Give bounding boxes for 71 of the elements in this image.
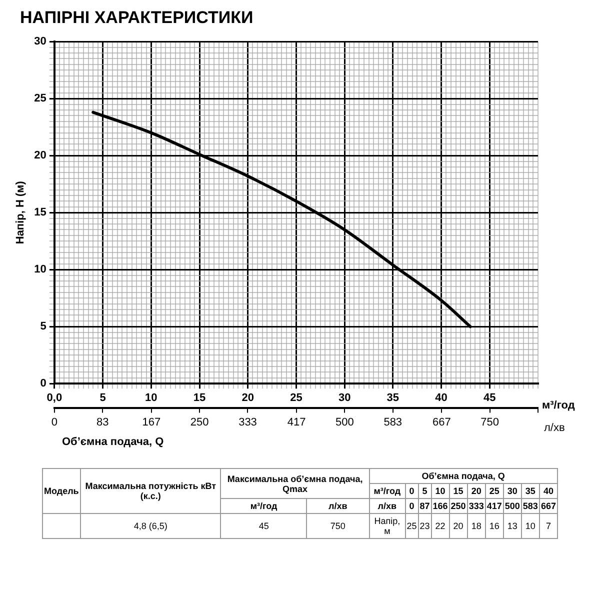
text: 5 xyxy=(418,484,432,498)
text: 750 xyxy=(306,514,370,538)
text: 18 xyxy=(467,514,486,538)
x2-tick-label: 0 xyxy=(51,416,58,428)
x2-tick-label: 83 xyxy=(96,416,109,428)
text: 23 xyxy=(418,514,432,538)
text: 4,8 (6,5) xyxy=(80,514,221,538)
text: л/хв xyxy=(306,498,370,514)
y-tick-label: 25 xyxy=(34,92,46,105)
text: 20 xyxy=(467,484,486,498)
x-tick-label: 25 xyxy=(290,392,302,404)
text: 250 xyxy=(449,498,468,514)
text: 166 xyxy=(431,498,450,514)
x-tick-label: 40 xyxy=(435,392,448,404)
x2-tick-label: 583 xyxy=(384,416,402,428)
text: 667 xyxy=(539,498,558,514)
x2-tick-label: 167 xyxy=(142,416,161,428)
y-tick-label: 10 xyxy=(34,264,46,276)
text: 25 xyxy=(405,514,418,538)
text: 333 xyxy=(467,498,486,514)
x-tick-label: 0,0 xyxy=(46,392,62,404)
x2-axis-title: л/хв xyxy=(544,422,565,434)
text: 25 xyxy=(485,484,504,498)
text: 13 xyxy=(503,514,522,538)
text: 0 xyxy=(405,498,418,514)
text: 87 xyxy=(418,498,432,514)
text: Модель xyxy=(42,468,80,514)
x2-tick-label: 333 xyxy=(238,416,257,428)
x2-tick-label: 250 xyxy=(190,416,209,428)
text: Напір, м xyxy=(369,514,406,538)
y-tick-label: 20 xyxy=(34,150,46,162)
text: 10 xyxy=(521,514,540,538)
text: 0 xyxy=(405,484,418,498)
text: Об’ємна подача, Q xyxy=(369,468,558,484)
y-tick-label: 15 xyxy=(34,206,46,219)
x2-tick-label: 417 xyxy=(287,416,306,428)
text: 20 xyxy=(449,514,468,538)
x-tick-label: 10 xyxy=(145,392,158,404)
text: 7 xyxy=(539,514,558,538)
y-tick-label: 0 xyxy=(40,378,46,390)
x2-tick-label: 500 xyxy=(336,416,354,428)
text: 500 xyxy=(503,498,522,514)
text: 30 xyxy=(503,484,522,498)
x-tick-label: 20 xyxy=(242,392,254,404)
y-tick-label: 5 xyxy=(40,320,46,333)
text: 583 xyxy=(521,498,540,514)
text: 40 xyxy=(539,484,558,498)
y-tick-label: 30 xyxy=(34,36,46,48)
x-tick-label: 45 xyxy=(484,392,496,404)
x-axis-title: м³/год xyxy=(542,400,575,412)
text: л/хв xyxy=(369,498,406,514)
text: 15 xyxy=(449,484,468,498)
x2-tick-label: 667 xyxy=(432,416,451,428)
text: Максимальна потужність кВт (к.с.) xyxy=(80,468,221,514)
x-tick-label: 30 xyxy=(338,392,351,404)
text: 417 xyxy=(485,498,504,514)
x-tick-label: 35 xyxy=(386,392,400,404)
text: м³/год xyxy=(220,498,307,514)
text: 35 xyxy=(521,484,540,498)
y-axis-title: Напір, Н (м) xyxy=(14,180,27,244)
x2-tick-label: 750 xyxy=(480,416,499,428)
text: Об’ємна подача, Q xyxy=(62,436,164,448)
chart-title: НАПІРНІ ХАРАКТЕРИСТИКИ xyxy=(19,7,254,29)
text: 22 xyxy=(431,514,450,538)
text: 45 xyxy=(220,514,307,538)
x-tick-label: 15 xyxy=(193,392,206,404)
x-tick-label: 5 xyxy=(100,392,106,404)
text: м³/год xyxy=(369,484,406,498)
text: Максимальна об’ємна подача, Qmax xyxy=(220,468,370,498)
text: 16 xyxy=(485,514,504,538)
text: 10 xyxy=(431,484,450,498)
